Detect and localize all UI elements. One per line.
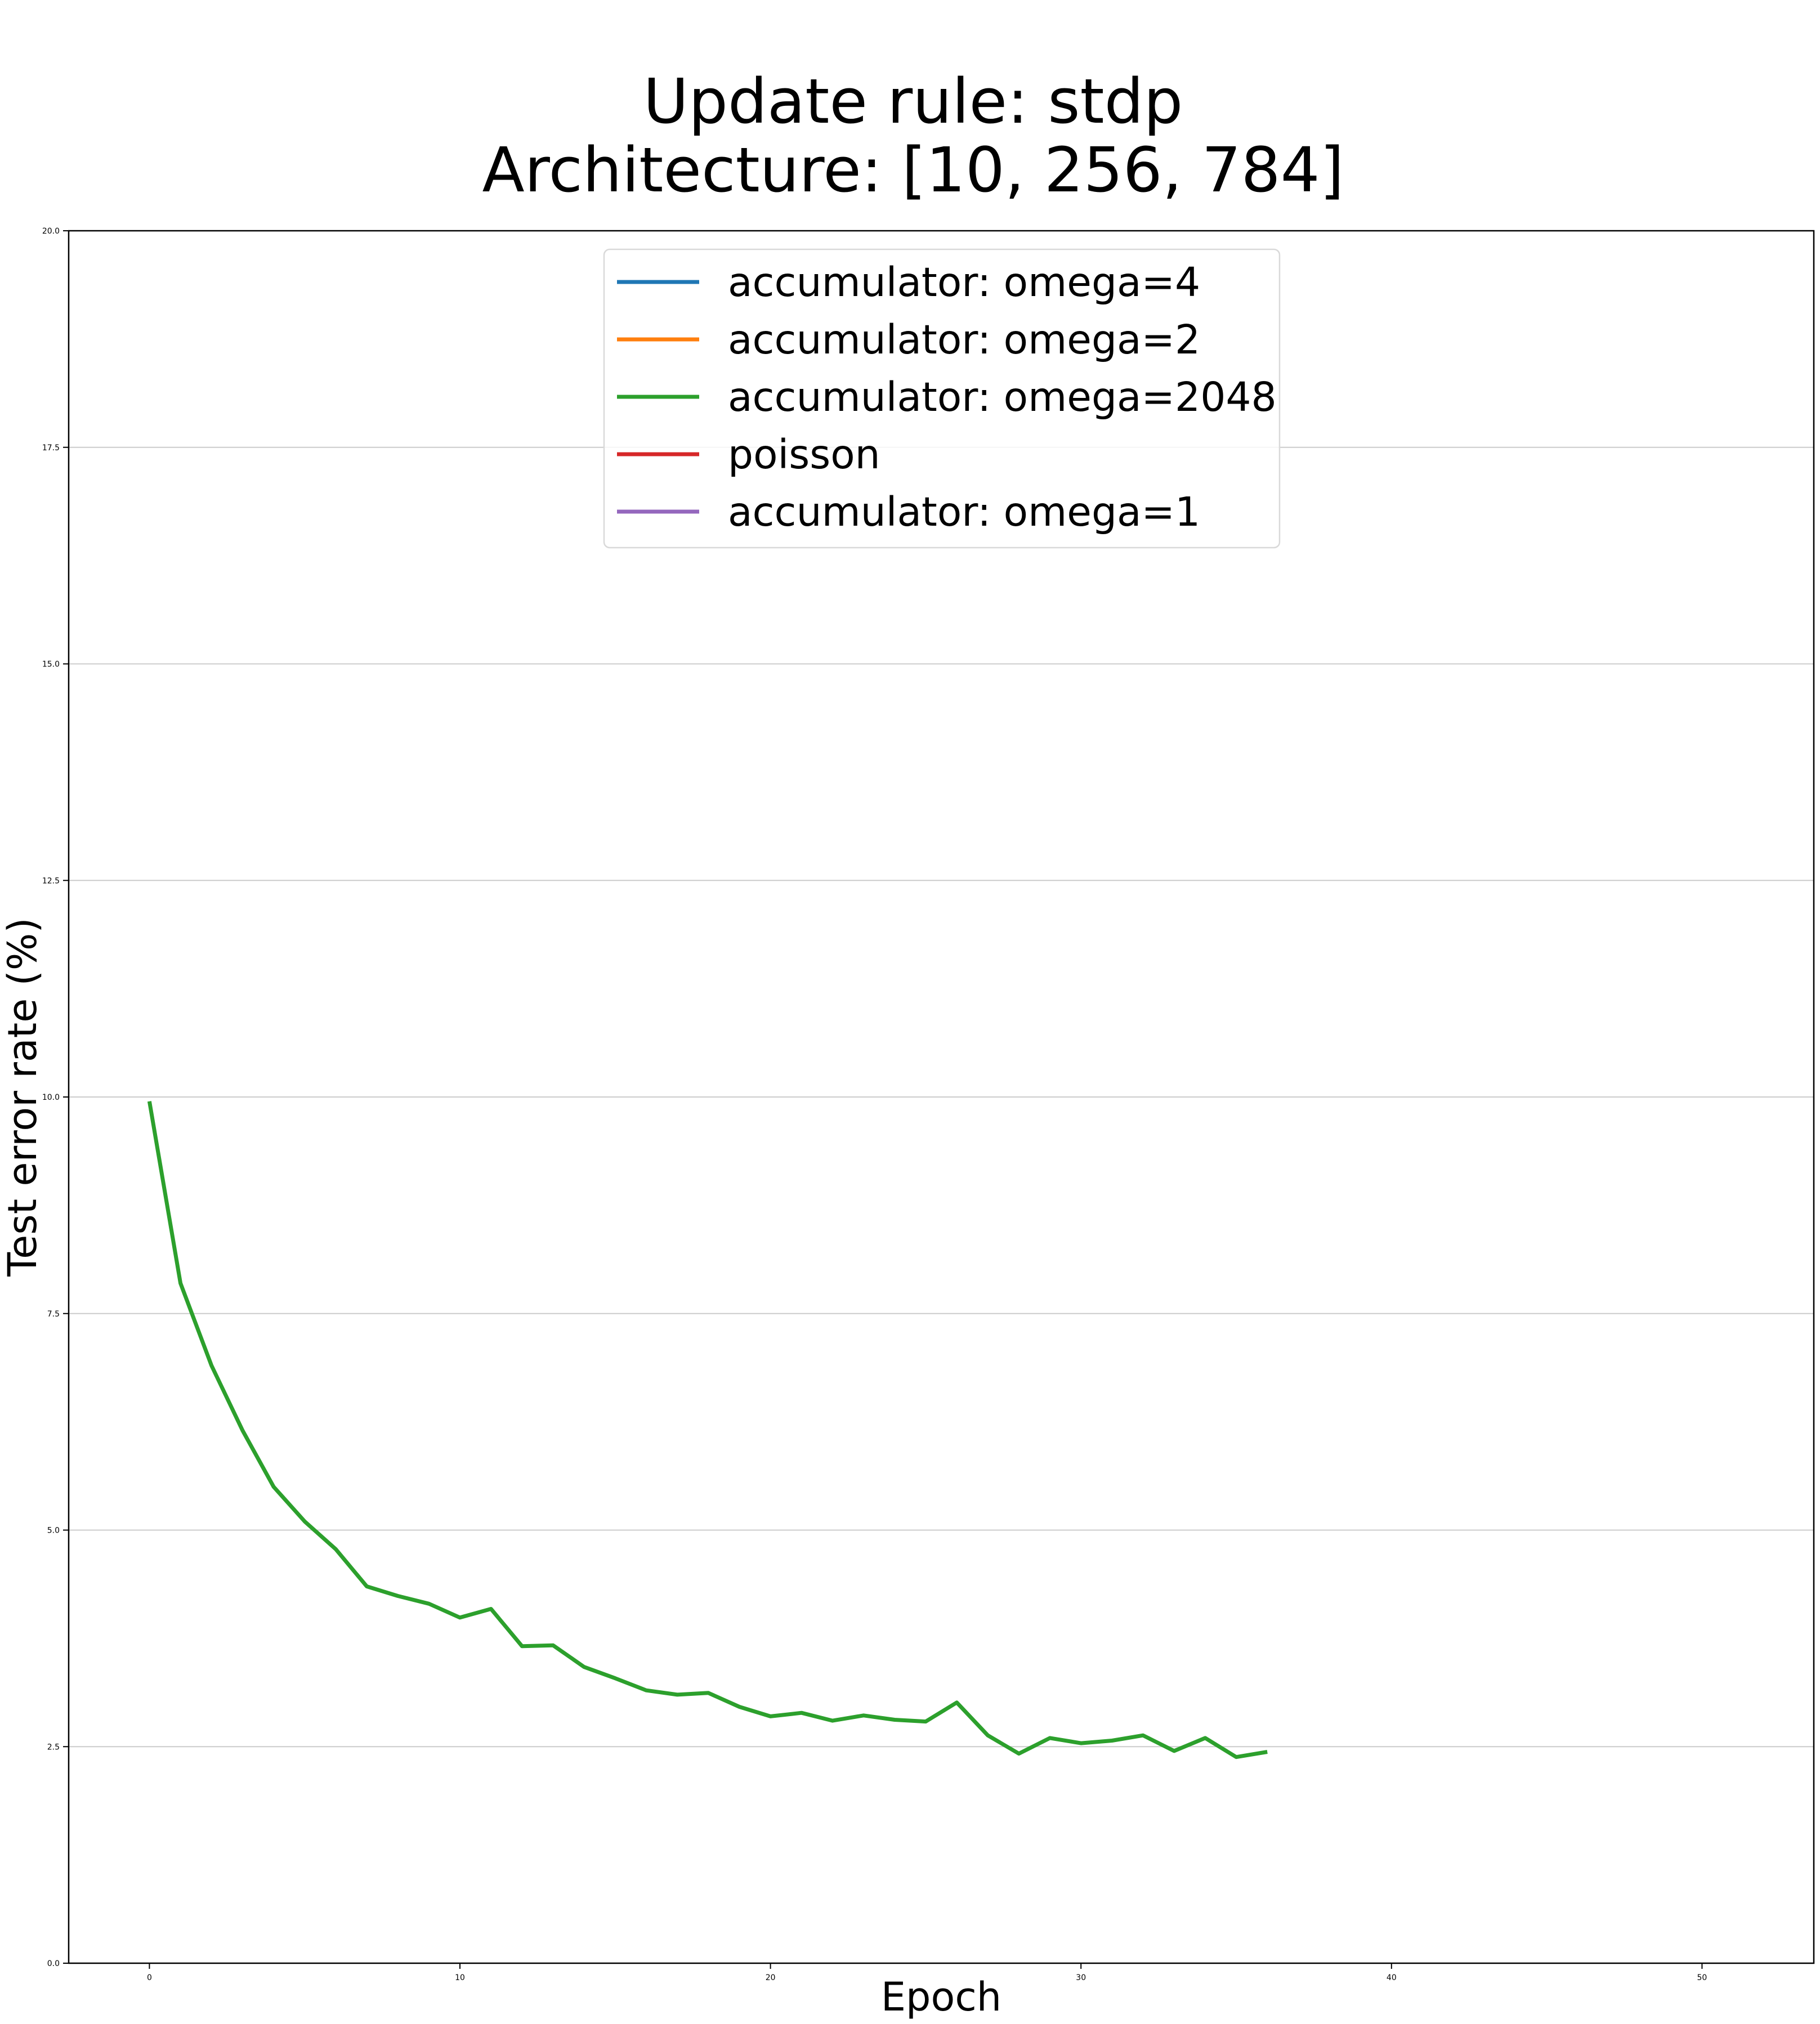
y-tick-label: 2.5 — [47, 1743, 60, 1752]
y-tick-label: 12.5 — [42, 876, 60, 885]
y-tick-label: 0.0 — [47, 1959, 60, 1968]
y-tick-label: 7.5 — [47, 1310, 60, 1319]
axis-ticks: 0.0 2.5 5.0 7.5 10.0 12.5 15.0 17.5 20.0 0 10 20 30 4… — [42, 227, 1707, 1982]
y-axis-label: Test error rate (%) — [0, 917, 46, 1277]
x-tick-label: 30 — [1076, 1973, 1086, 1982]
chart-subtitle: Architecture: [10, 256, 784] — [482, 134, 1344, 206]
x-tick-label: 10 — [455, 1973, 465, 1982]
x-tick-label: 20 — [766, 1973, 776, 1982]
x-tick-label: 40 — [1387, 1973, 1397, 1982]
plot-lines — [147, 1101, 1268, 1759]
y-tick-label: 17.5 — [42, 444, 60, 453]
y-tick-label: 20.0 — [42, 227, 60, 236]
x-axis-label: Epoch — [881, 1974, 1001, 2020]
legend-box — [603, 248, 1281, 549]
x-tick-label: 50 — [1697, 1973, 1707, 1982]
legend-label: accumulator: omega=4 — [728, 259, 1200, 306]
y-tick-label: 15.0 — [42, 660, 60, 669]
series-line — [147, 1101, 1268, 1759]
legend-label: accumulator: omega=2 — [728, 316, 1200, 363]
legend-label: poisson — [728, 431, 880, 478]
chart-title: Update rule: stdp — [643, 65, 1183, 137]
legend: accumulator: omega=4 accumulator: omega=2… — [603, 248, 1281, 549]
legend-label: accumulator: omega=2048 — [728, 374, 1277, 420]
y-tick-label: 10.0 — [42, 1093, 60, 1102]
x-tick-label: 0 — [147, 1973, 152, 1982]
y-tick-label: 5.0 — [47, 1526, 60, 1535]
legend-label: accumulator: omega=1 — [728, 489, 1200, 535]
